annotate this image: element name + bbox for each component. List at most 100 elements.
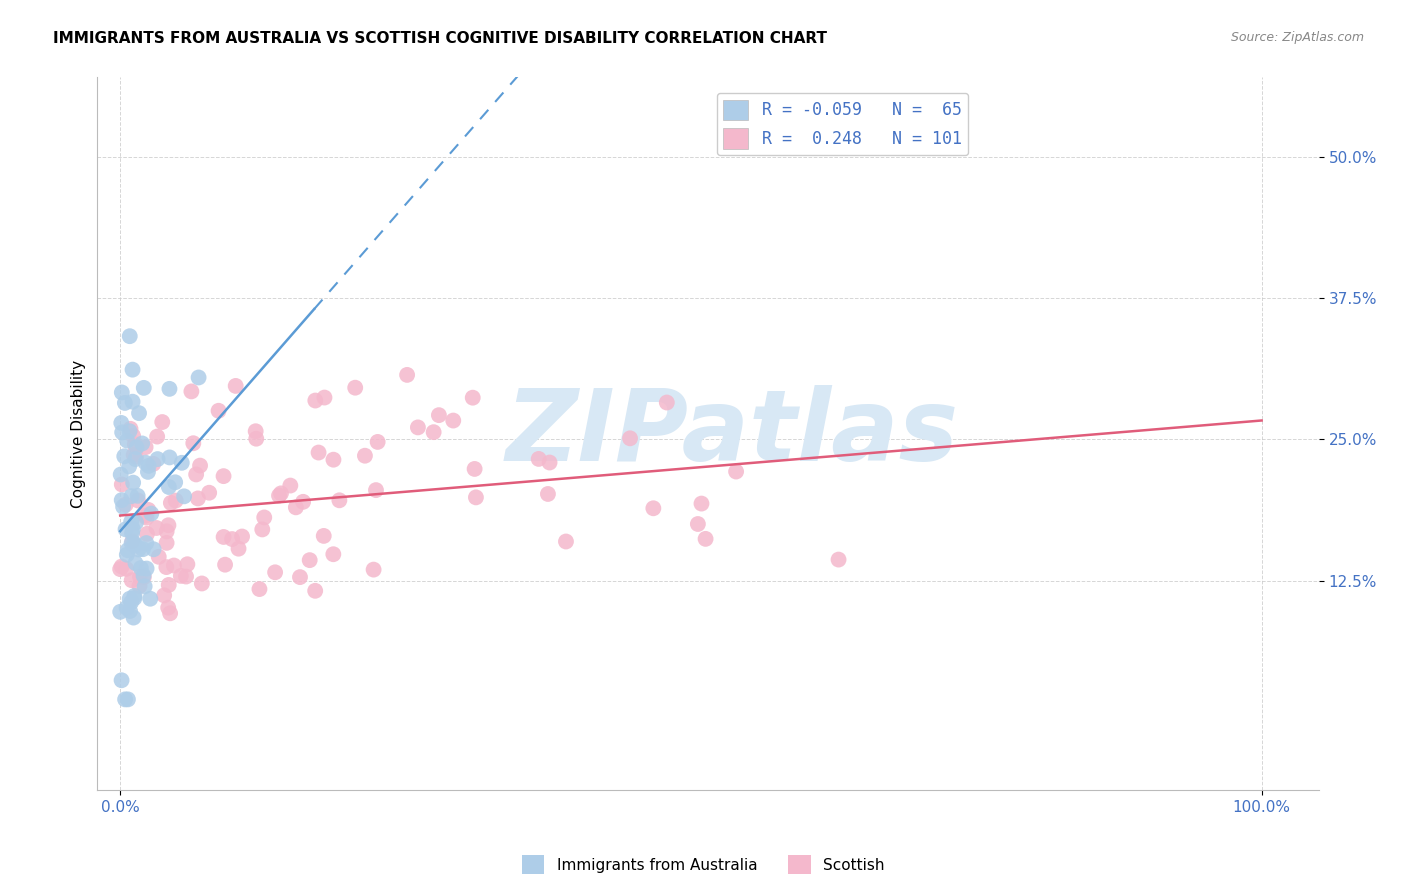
Point [288, 570, 311, 584]
Point [150, 415, 173, 429]
Point [422, 425, 444, 439]
Point [111, 425, 134, 440]
Point [304, 393, 326, 408]
Point [212, 530, 235, 544]
Point [114, 692, 136, 706]
Point [122, 610, 145, 624]
Point [174, 569, 197, 583]
Point [121, 536, 143, 550]
Point [146, 452, 169, 467]
Point [110, 467, 132, 482]
Point [461, 391, 484, 405]
Point [108, 562, 131, 576]
Point [121, 526, 143, 541]
Point [129, 561, 152, 575]
Point [128, 542, 150, 557]
Point [441, 413, 464, 427]
Point [122, 448, 145, 462]
Point [180, 384, 202, 399]
Point [231, 529, 253, 543]
Point [538, 456, 561, 470]
Point [170, 456, 193, 470]
Point [125, 450, 148, 464]
Point [132, 381, 155, 395]
Point [145, 521, 167, 535]
Point [655, 395, 678, 409]
Point [141, 507, 163, 521]
Point [695, 532, 717, 546]
Point [108, 605, 131, 619]
Point [115, 434, 138, 448]
Point [136, 527, 159, 541]
Point [157, 600, 180, 615]
Point [120, 489, 142, 503]
Point [118, 459, 141, 474]
Point [115, 562, 138, 576]
Point [527, 451, 550, 466]
Point [159, 450, 181, 465]
Point [112, 500, 135, 514]
Point [406, 420, 429, 434]
Point [115, 548, 138, 562]
Point [132, 570, 155, 584]
Point [170, 569, 193, 583]
Point [124, 556, 146, 570]
Point [228, 541, 250, 556]
Point [128, 579, 150, 593]
Point [367, 434, 389, 449]
Point [118, 424, 141, 438]
Point [135, 440, 157, 454]
Text: IMMIGRANTS FROM AUSTRALIA VS SCOTTISH COGNITIVE DISABILITY CORRELATION CHART: IMMIGRANTS FROM AUSTRALIA VS SCOTTISH CO… [53, 31, 827, 46]
Point [396, 368, 419, 382]
Point [186, 467, 208, 482]
Point [121, 522, 143, 536]
Point [134, 508, 156, 523]
Y-axis label: Cognitive Disability: Cognitive Disability [72, 359, 86, 508]
Point [135, 456, 157, 470]
Point [124, 437, 146, 451]
Point [225, 379, 247, 393]
Point [157, 518, 180, 533]
Point [111, 385, 134, 400]
Point [114, 522, 136, 536]
Point [267, 489, 290, 503]
Point [110, 673, 132, 688]
Point [159, 607, 181, 621]
Point [207, 404, 229, 418]
Point [643, 501, 665, 516]
Point [284, 500, 307, 515]
Point [115, 600, 138, 615]
Point [725, 465, 748, 479]
Point [314, 391, 336, 405]
Point [312, 529, 335, 543]
Point [690, 497, 713, 511]
Point [328, 493, 350, 508]
Point [686, 516, 709, 531]
Point [270, 486, 292, 500]
Point [118, 604, 141, 618]
Point [308, 445, 330, 459]
Point [112, 450, 135, 464]
Point [354, 449, 377, 463]
Point [322, 452, 344, 467]
Text: Source: ZipAtlas.com: Source: ZipAtlas.com [1230, 31, 1364, 45]
Point [292, 495, 315, 509]
Point [253, 510, 276, 524]
Point [214, 558, 236, 572]
Point [191, 576, 214, 591]
Point [156, 524, 179, 539]
Point [131, 436, 153, 450]
Point [139, 591, 162, 606]
Point [135, 561, 157, 575]
Point [212, 469, 235, 483]
Point [138, 458, 160, 473]
Point [464, 491, 486, 505]
Point [111, 559, 134, 574]
Point [181, 436, 204, 450]
Point [176, 558, 198, 572]
Point [160, 496, 183, 510]
Point [111, 493, 134, 508]
Point [122, 475, 145, 490]
Point [245, 424, 267, 438]
Point [117, 543, 139, 558]
